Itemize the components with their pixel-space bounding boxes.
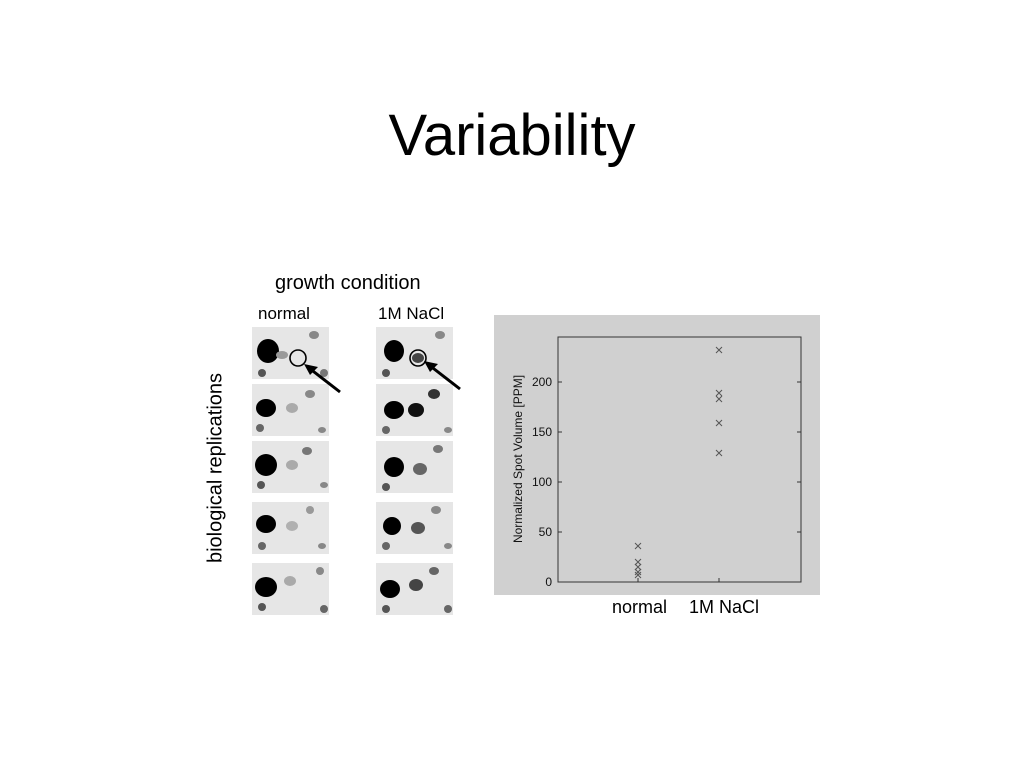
data-point-nacl-3: [715, 419, 723, 427]
column-label-nacl: 1M NaCl: [378, 304, 445, 323]
slide-title: Variability: [388, 103, 636, 168]
gel-crop-normal-5: [252, 563, 329, 615]
y-tick-label-3: 150: [532, 425, 552, 439]
arrow-icon: [424, 361, 461, 391]
y-axis-label: Normalized Spot Volume [PPM]: [511, 375, 525, 543]
data-point-normal-2: [634, 563, 642, 571]
data-point-normal-4: [634, 571, 642, 579]
gel-crop-nacl-3: [376, 441, 453, 493]
spot-highlight-circle-normal: [289, 349, 307, 367]
gel-crop-nacl-2: [376, 384, 453, 436]
y-tick-label-4: 200: [532, 375, 552, 389]
data-markers: [634, 346, 723, 579]
column-label-normal: normal: [258, 304, 310, 323]
y-tick-label-2: 100: [532, 475, 552, 489]
data-point-nacl-4: [715, 449, 723, 457]
y-tick-label-1: 50: [539, 525, 553, 539]
data-point-normal-0: [634, 542, 642, 550]
gel-crop-nacl-1: [376, 327, 453, 379]
arrow-icon: [304, 364, 341, 394]
growth-condition-label: growth condition: [275, 272, 421, 294]
gel-crop-normal-4: [252, 502, 329, 554]
plot-area: [557, 336, 802, 583]
x-category-normal: normal: [612, 597, 668, 617]
y-axis: 0 50 100 150 200: [532, 375, 801, 589]
data-point-nacl-1: [715, 389, 723, 397]
data-point-normal-1: [634, 558, 642, 566]
chart-canvas: 0 50 100 150 200 Normalized Spot Volume [PPM…: [511, 336, 802, 589]
data-point-nacl-2: [715, 395, 723, 403]
gel-crop-normal-2: [252, 384, 329, 436]
gel-crop-nacl-5: [376, 563, 453, 615]
gel-crop-nacl-4: [376, 502, 453, 554]
gel-crop-normal-3: [252, 441, 329, 493]
biological-replications-label: biological replications: [204, 372, 227, 564]
x-category-nacl: 1M NaCl: [689, 597, 760, 617]
data-point-normal-3: [634, 568, 642, 576]
y-tick-label-0: 0: [545, 575, 552, 589]
spot-volume-chart: 0 50 100 150 200 Normalized Spot Volume [PPM…: [494, 315, 820, 595]
spot-highlight-circle-nacl: [409, 349, 427, 367]
data-point-nacl-0: [715, 346, 723, 354]
gel-crop-normal-1: [252, 327, 329, 379]
